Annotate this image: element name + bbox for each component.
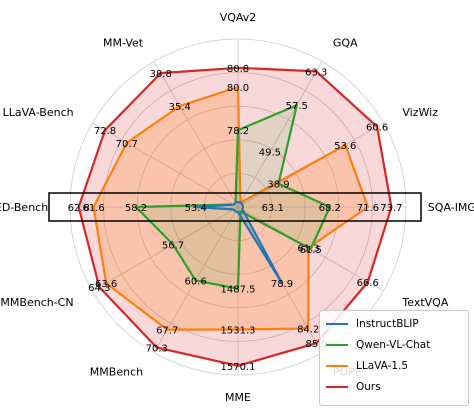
axis-label-gqa: GQA (333, 37, 358, 50)
value-label-ours-mm-vet: 38.8 (150, 69, 172, 80)
legend-label-llava-1-5: LLaVA-1.5 (356, 359, 409, 372)
value-label-ours-mme: 1570.1 (221, 362, 256, 373)
axis-labels: VQAv2GQAVizWizSQA-IMGTextVQAPOPEMMEMMBen… (0, 11, 474, 404)
axis-label-mmbench: MMBench (90, 365, 143, 378)
value-label-llava-1-5-sqa-img: 71.6 (357, 203, 379, 214)
legend-item-ours: Ours (326, 379, 468, 394)
value-label-llava-1-5-llava-bench: 70.7 (116, 139, 138, 150)
legend-item-llava-1-5: LLaVA-1.5 (326, 358, 468, 373)
axis-label-mm-vet: MM-Vet (103, 37, 144, 50)
axis-label-mme: MME (225, 391, 251, 404)
value-label-llava-1-5-textvqa: 61.3 (297, 244, 319, 255)
value-label-ours-seed-bench: 62.8 (68, 203, 90, 214)
value-label-instructblip-sqa-img: 63.1 (262, 203, 284, 214)
axis-label-mmbench-cn: MMBench-CN (0, 296, 73, 309)
legend-swatch-ours (326, 385, 348, 388)
series-ours (77, 66, 393, 367)
legend-swatch-qwen-vl-chat (326, 343, 348, 346)
value-label-qwen-vl-chat-vqav2: 78.2 (227, 126, 249, 137)
value-label-instructblip-pope: 78.9 (271, 279, 293, 290)
value-label-llava-1-5-mmbench-cn: 63.6 (95, 279, 117, 290)
axis-label-vizwiz: VizWiz (402, 106, 438, 119)
value-label-qwen-vl-chat-vizwiz: 38.9 (267, 180, 289, 191)
legend-label-qwen-vl-chat: Qwen-VL-Chat (356, 338, 431, 351)
value-label-instructblip-gqa: 49.5 (259, 148, 281, 159)
value-label-ours-mmbench-cn: 64.3 (88, 283, 110, 294)
value-label-qwen-vl-chat-sqa-img: 68.2 (319, 203, 341, 214)
highlight-box (48, 192, 422, 222)
value-label-qwen-vl-chat-mme: 1487.5 (221, 285, 256, 296)
legend-item-qwen-vl-chat: Qwen-VL-Chat (326, 337, 468, 352)
legend-swatch-instructblip (326, 322, 348, 325)
value-label-ours-textvqa: 66.6 (357, 278, 379, 289)
axis-label-sqa-img: SQA-IMG (428, 201, 474, 214)
axis-label-textvqa: TextVQA (401, 296, 448, 309)
value-label-ours-vqav2: 80.8 (227, 64, 249, 75)
value-label-llava-1-5-seed-bench: 61.6 (82, 203, 104, 214)
value-label-qwen-vl-chat-gqa: 57.5 (286, 101, 308, 112)
value-label-ours-sqa-img: 73.7 (380, 203, 402, 214)
value-label-ours-vizwiz: 60.6 (366, 123, 388, 134)
value-label-ours-pope: 85.9 (305, 339, 327, 350)
axis-label-seed-bench: SEED-Bench (0, 201, 48, 214)
value-labels: 80.8 80.0 78.2 63.3 57.5 49.5 60.6 53.6 38.9 73.7… (68, 64, 403, 373)
value-label-qwen-vl-chat-mmbench: 60.6 (184, 276, 206, 287)
grid-spoke-mm-vet (153, 61, 239, 208)
legend-label-ours: Ours (356, 380, 381, 393)
value-label-llava-1-5-mmbench: 67.7 (156, 326, 178, 337)
legend-label-instructblip: InstructBLIP (356, 317, 419, 330)
value-label-qwen-vl-chat-mmbench-cn: 56.7 (162, 241, 184, 252)
value-label-llava-1-5-pope: 84.2 (297, 325, 319, 336)
value-label-ours-gqa: 63.3 (305, 67, 327, 78)
series-instructblip (194, 200, 284, 285)
axis-label-llava-bench: LLaVA-Bench (3, 106, 74, 119)
value-label-ours-mmbench: 70.3 (146, 344, 168, 355)
value-label-qwen-vl-chat-textvqa: 61.5 (300, 245, 322, 256)
legend: InstructBLIP Qwen-VL-Chat LLaVA-1.5 Ours (319, 310, 469, 406)
value-label-llava-1-5-vizwiz: 53.6 (334, 141, 356, 152)
value-label-ours-llava-bench: 72.8 (94, 126, 116, 137)
legend-item-instructblip: InstructBLIP (326, 316, 468, 331)
value-label-instructblip-seed-bench: 53.4 (185, 203, 207, 214)
value-label-qwen-vl-chat-seed-bench: 58.2 (125, 203, 147, 214)
grid-spoke-gqa (237, 61, 323, 208)
legend-swatch-llava-1-5 (326, 364, 348, 367)
axis-label-vqav2: VQAv2 (220, 11, 257, 24)
value-label-llava-1-5-mme: 1531.3 (221, 326, 256, 337)
radar-series (77, 66, 393, 367)
value-label-llava-1-5-mm-vet: 35.4 (169, 102, 191, 113)
value-label-llava-1-5-vqav2: 80.0 (227, 83, 249, 94)
